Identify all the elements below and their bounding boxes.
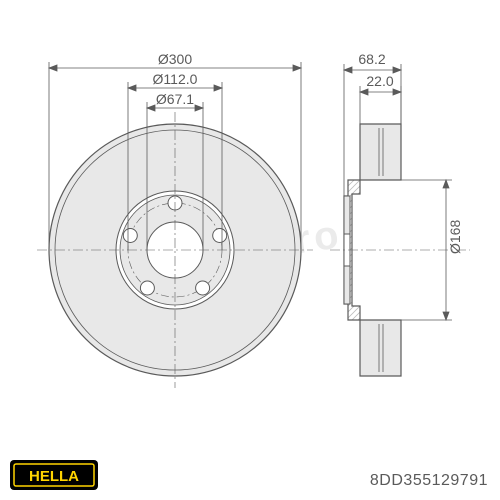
brand-name: HELLA <box>29 468 79 485</box>
front-view <box>37 112 313 388</box>
brand-logo: HELLA <box>10 460 98 490</box>
dim-outer-dia: Ø300 <box>158 51 192 67</box>
dim-hub-dia: Ø168 <box>447 220 463 254</box>
diagram-canvas: avto.pro <box>0 0 500 500</box>
dim-bcd: Ø112.0 <box>153 71 198 87</box>
dim-depth: 68.2 <box>358 51 385 67</box>
dim-thickness: 22.0 <box>366 73 393 89</box>
part-number: 8DD355129791 <box>370 472 488 490</box>
technical-drawing: avto.pro <box>0 0 500 500</box>
dim-bore: Ø67.1 <box>156 91 194 107</box>
